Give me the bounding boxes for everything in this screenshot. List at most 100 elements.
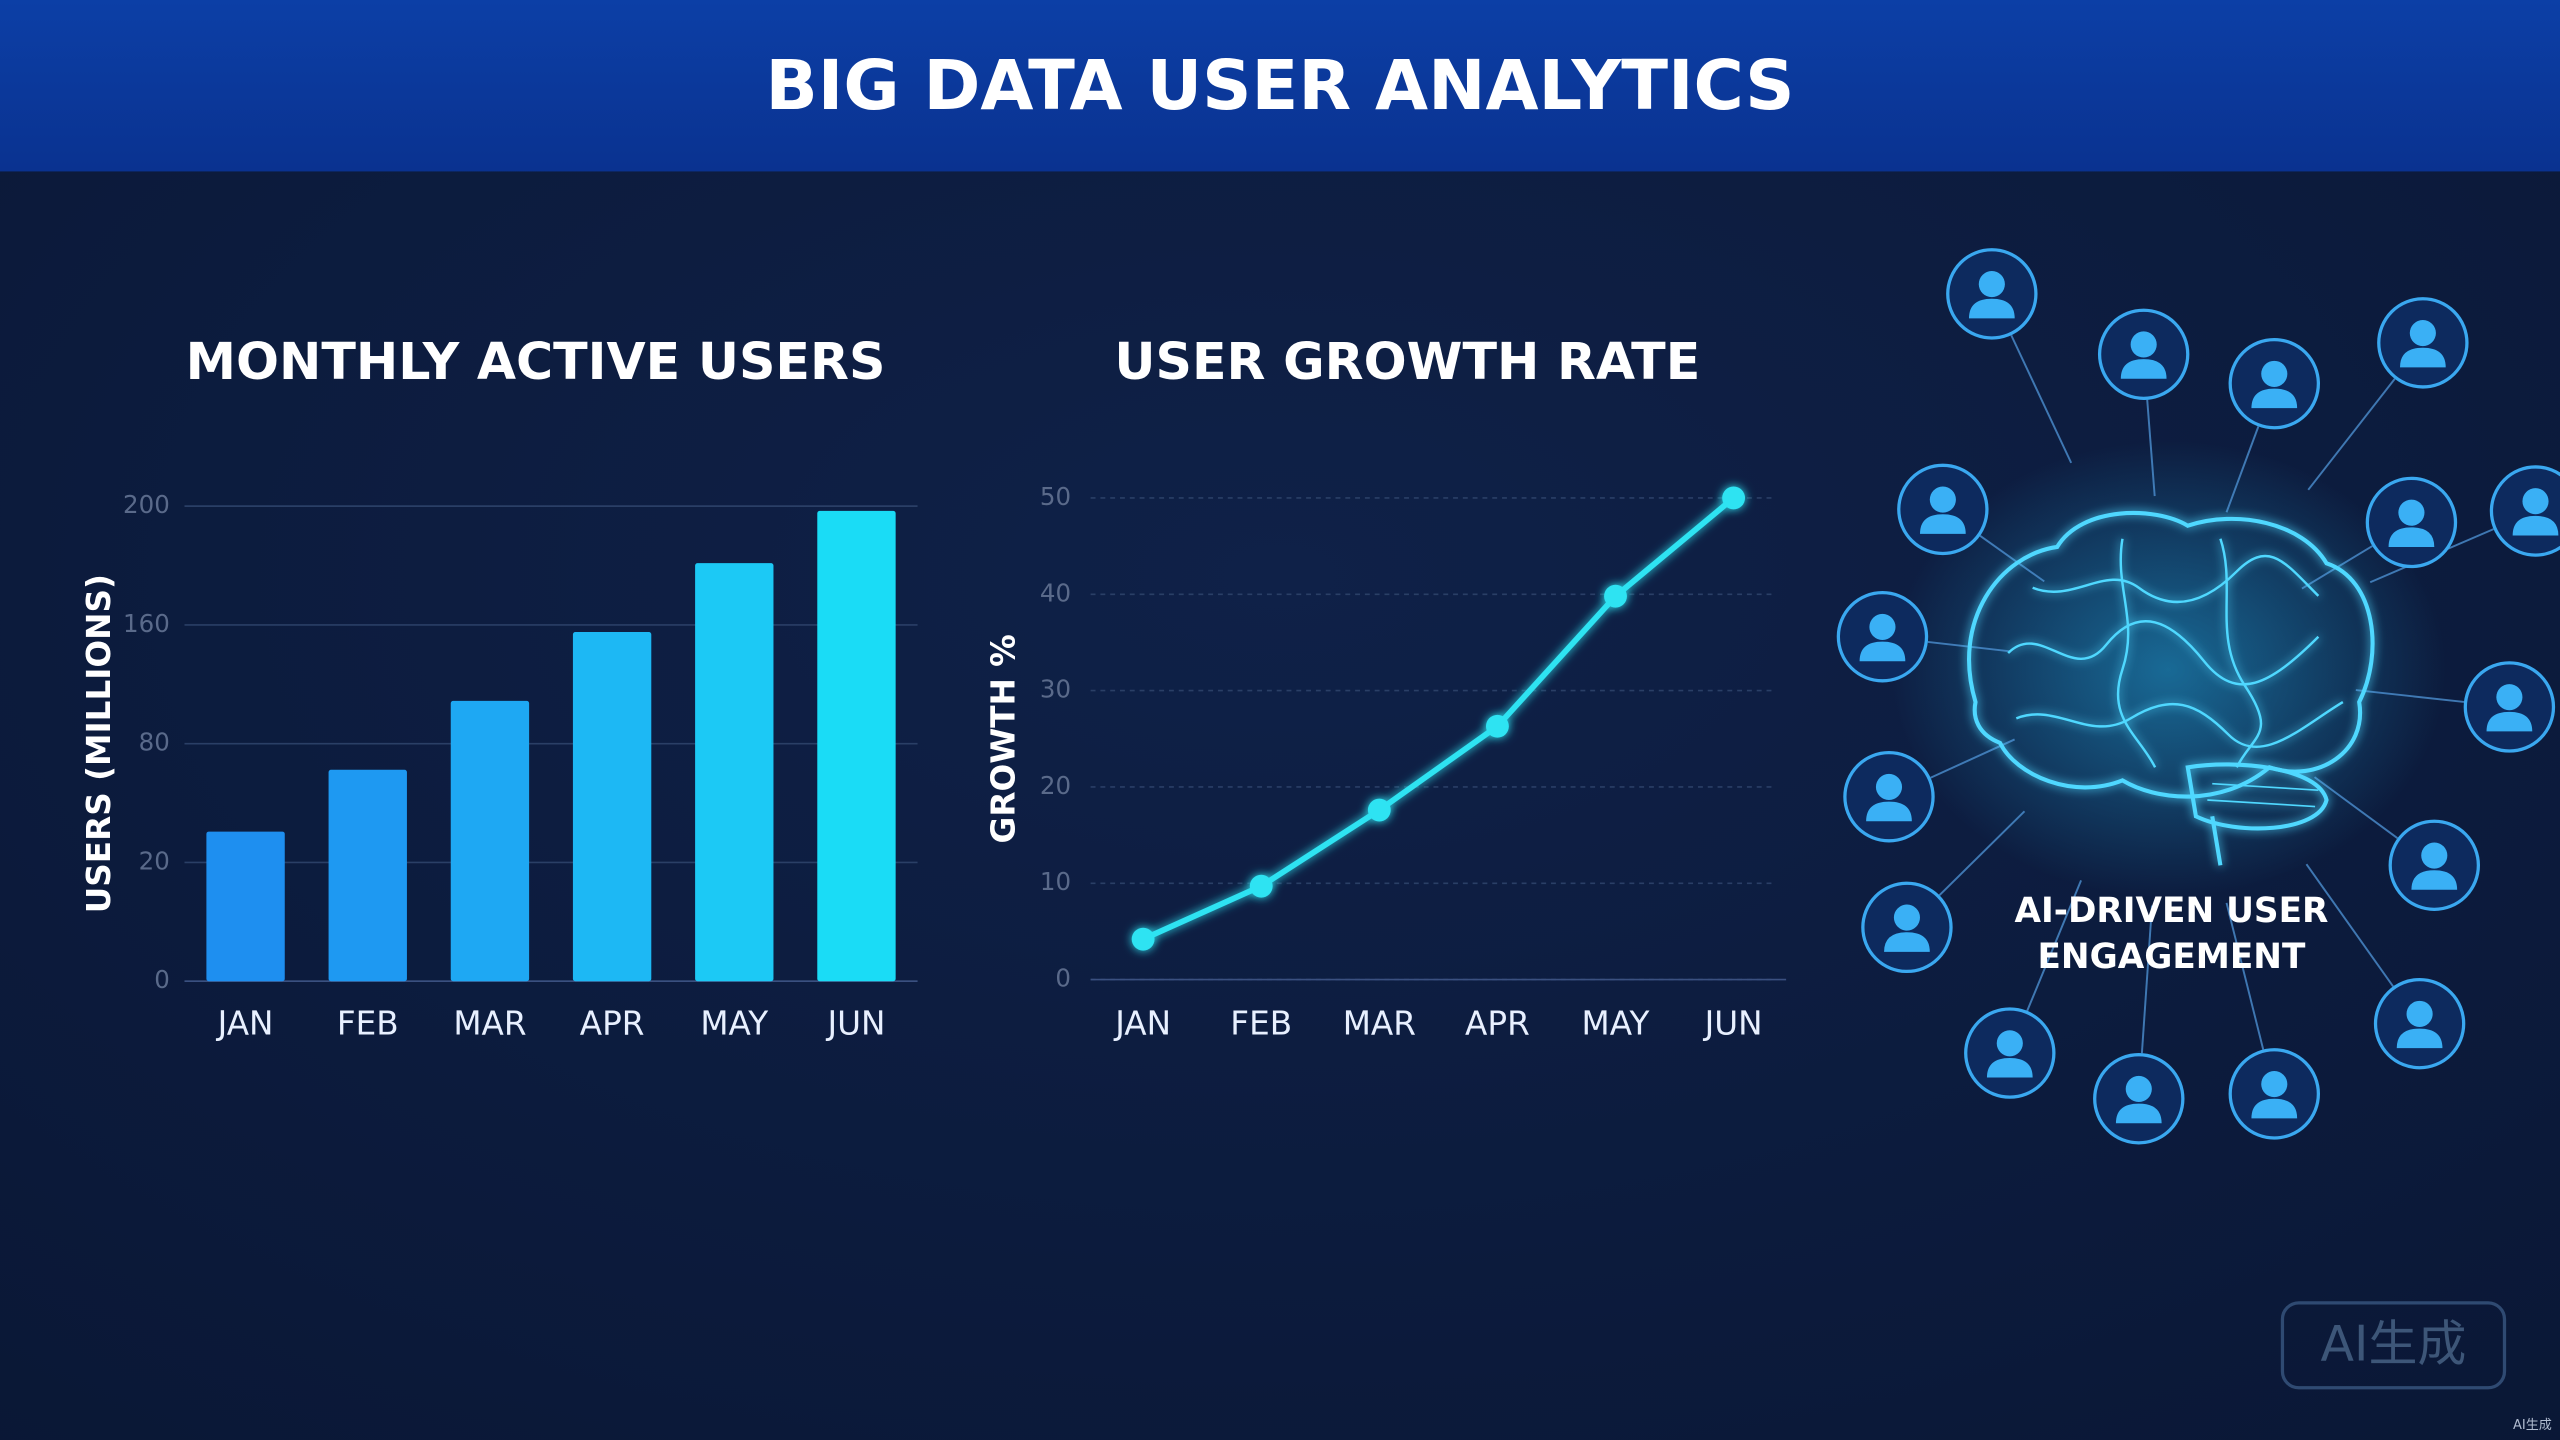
y-tick-label: 160 [123,609,170,638]
brain-fold [2032,554,2320,604]
node-body [2251,1098,2298,1119]
node-body [2120,359,2167,379]
x-tick-label: APR [1465,1004,1530,1042]
x-tick-label: MAY [700,1004,768,1042]
data-point [1604,584,1627,608]
y-tick-label: 0 [154,965,170,994]
node-body [2400,347,2446,368]
brain [1967,510,2375,866]
x-tick-label: JAN [216,1004,274,1042]
user-node [2489,465,2560,557]
cerebellum [2185,762,2329,831]
y-tick-label: 50 [1040,482,1071,511]
chart: USER GROWTH RATE GROWTH % 0 10 20 30 40 50 JAN FE… [985,332,1787,1042]
chart-title: MONTHLY ACTIVE USERS [186,332,886,391]
y-tick-label: 0 [1055,964,1071,993]
node-head [1869,613,1896,640]
engagement-diagram: AI-DRIVEN USER ENGAGEMENT [1836,248,2560,1145]
node-head [1978,271,2005,298]
y-tick-label: 30 [1040,675,1071,704]
y-axis-label: USERS (MILLIONS) [80,574,118,913]
watermark-badge [2280,1301,2507,1390]
link [2146,399,2156,497]
user-node [2377,297,2469,389]
bar [450,700,530,982]
brain-fold [2219,538,2263,768]
link [2140,905,2153,1054]
user-node [1897,463,1989,556]
bar [572,632,652,982]
node-body [2396,1028,2443,1049]
bar [695,563,774,982]
node-body [2512,515,2559,536]
y-tick-label: 20 [139,846,170,875]
user-node [2388,819,2480,912]
node-head [2522,488,2549,515]
x-tick-label: FEB [337,1004,399,1042]
link [2313,776,2399,839]
link [2010,334,2073,464]
node-body [1920,514,1966,534]
watermark-text: AI生成 [2321,1315,2467,1372]
y-tick-label: 20 [1040,771,1071,800]
bar [328,769,407,982]
chart: MONTHLY ACTIVE USERS USERS (MILLIONS) 0 20 8… [80,332,918,1042]
user-node [2093,1053,2185,1145]
node-head [2261,360,2288,387]
node-head [2421,842,2448,869]
link [2225,902,2265,1050]
link [2305,863,2394,987]
brain-outline [1967,510,2375,799]
node-body [2388,527,2435,547]
link [2026,880,2082,1012]
node-head [2409,320,2436,347]
link [2225,426,2260,513]
diagram-label: AI-DRIVEN USER [2014,891,2328,931]
link [1938,810,2026,896]
data-point [1485,714,1509,738]
page-title: BIG DATA USER ANALYTICS [766,46,1795,126]
node-body [2411,870,2458,890]
y-tick-label: 10 [1040,867,1071,896]
bar [817,510,896,982]
node-head [1929,486,1956,513]
bar [206,831,285,982]
brain-fold [2007,620,2320,686]
x-tick-label: MAR [1343,1004,1416,1042]
link [2355,689,2465,703]
node-head [2406,1000,2433,1027]
x-tick-label: FEB [1230,1004,1292,1042]
node-head [2398,499,2425,526]
data-point [1131,927,1155,951]
node-body [2486,711,2533,732]
user-node [2097,308,2190,400]
x-tick-label: JUN [1703,1004,1763,1042]
node-body [1859,641,1906,662]
user-node [2373,977,2466,1070]
link [1979,535,2045,583]
node-head [2261,1071,2288,1098]
y-tick-label: 80 [139,728,170,757]
y-tick-label: 200 [123,490,170,519]
user-node [1836,591,1929,683]
node-head [2125,1075,2152,1103]
node-body [1884,932,1930,952]
node-body [1866,801,1912,822]
y-axis-label: GROWTH % [985,634,1023,843]
data-point [1722,486,1746,510]
node-head [1875,773,1903,800]
user-node [1861,881,1953,974]
data-point [1249,874,1273,898]
user-node [2228,337,2320,430]
data-line [1141,495,1736,942]
brain-fold [2015,700,2344,748]
user-node [2228,1048,2320,1140]
watermark-corner: AI生成 [2513,1418,2552,1433]
chart-title: USER GROWTH RATE [1114,332,1700,391]
node-body [2115,1103,2162,1124]
brain-stem [2210,815,2223,866]
brain-fold [2207,782,2319,808]
brain-fold [2116,538,2157,768]
